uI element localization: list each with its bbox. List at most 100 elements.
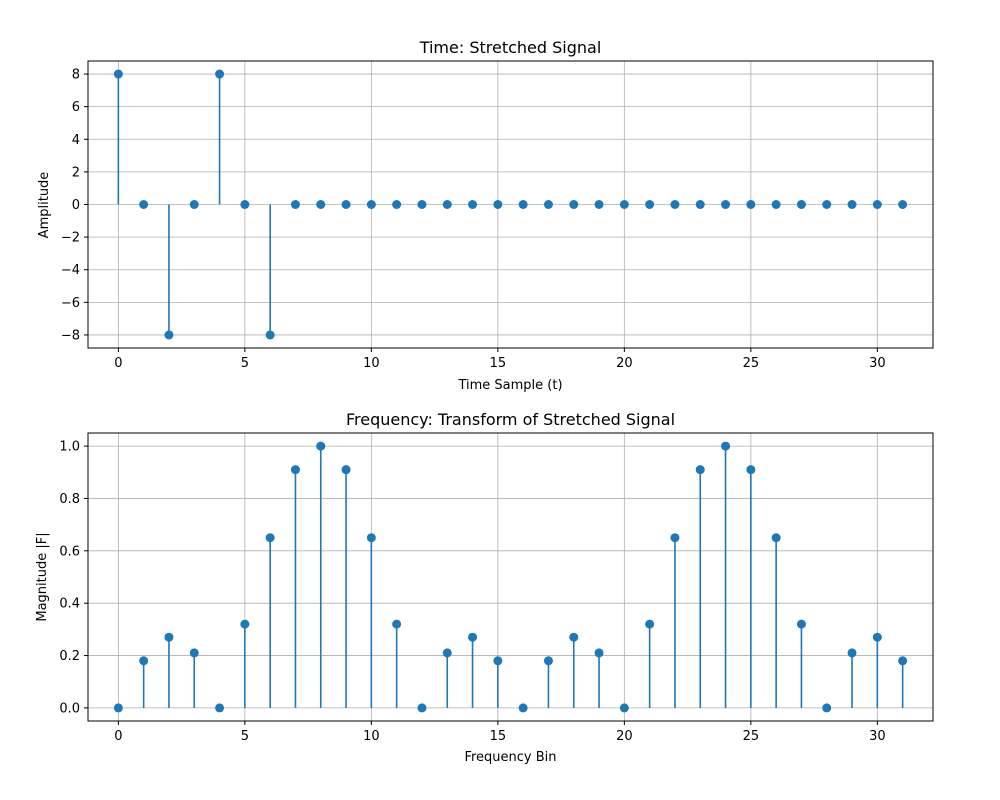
x-tick-label: 15 bbox=[490, 356, 507, 371]
stem-marker bbox=[898, 200, 908, 209]
stem-marker bbox=[746, 465, 756, 475]
stem-marker bbox=[265, 533, 275, 543]
stem-marker bbox=[518, 200, 528, 209]
stem-marker bbox=[341, 465, 351, 475]
x-tick-label: 25 bbox=[743, 729, 760, 744]
x-tick-label: 25 bbox=[743, 356, 760, 371]
y-axis-label: Magnitude |F| bbox=[35, 532, 50, 621]
y-tick-label: −8 bbox=[61, 328, 80, 343]
stem-marker bbox=[695, 465, 705, 475]
stem-marker bbox=[543, 656, 553, 666]
y-axis-label: Amplitude bbox=[37, 172, 52, 239]
stem-marker bbox=[215, 703, 225, 713]
stem-marker bbox=[240, 619, 250, 629]
stem-marker bbox=[468, 200, 478, 209]
stem-marker bbox=[139, 656, 149, 666]
y-tick-label: 0 bbox=[72, 198, 80, 213]
stem-marker bbox=[290, 465, 300, 475]
stem-marker bbox=[898, 656, 908, 666]
x-axis-label: Time Sample (t) bbox=[457, 378, 562, 393]
y-tick-label: 4 bbox=[72, 133, 80, 148]
stem-marker bbox=[721, 441, 731, 451]
stem-marker bbox=[341, 200, 351, 209]
stem-marker bbox=[366, 533, 376, 543]
x-tick-label: 10 bbox=[363, 356, 380, 371]
stem-marker bbox=[569, 632, 579, 642]
x-tick-label: 30 bbox=[869, 356, 886, 371]
chart-title: Time: Stretched Signal bbox=[419, 38, 602, 57]
y-tick-label: 0.0 bbox=[59, 701, 80, 716]
stem-marker bbox=[189, 648, 199, 658]
x-tick-label: 15 bbox=[490, 729, 507, 744]
y-tick-label: 1.0 bbox=[59, 440, 80, 455]
stem-marker bbox=[139, 200, 149, 209]
stem-marker bbox=[619, 200, 629, 209]
stem-marker bbox=[847, 200, 857, 209]
stem-marker bbox=[670, 533, 680, 543]
y-tick-label: 0.2 bbox=[59, 649, 80, 664]
y-tick-label: 0.6 bbox=[59, 544, 80, 559]
frequency-plot: Frequency: Transform of Stretched Signal… bbox=[35, 410, 934, 765]
stem-marker bbox=[113, 703, 123, 713]
x-tick-label: 20 bbox=[616, 356, 633, 371]
stem-marker bbox=[316, 200, 326, 209]
y-tick-label: 2 bbox=[72, 165, 80, 180]
plot-frame bbox=[87, 60, 934, 349]
stem-marker bbox=[265, 330, 275, 340]
stem-marker bbox=[493, 656, 503, 666]
stem-marker bbox=[392, 200, 402, 209]
y-tick-label: 0.4 bbox=[59, 597, 80, 612]
y-tick-label: −6 bbox=[61, 296, 80, 311]
stem-marker bbox=[417, 200, 427, 209]
stem-marker bbox=[290, 200, 300, 209]
x-tick-label: 5 bbox=[241, 729, 249, 744]
y-tick-label: 0.8 bbox=[59, 492, 80, 507]
stem-marker bbox=[594, 200, 604, 209]
y-tick-label: −2 bbox=[61, 231, 80, 246]
stem-marker bbox=[442, 648, 452, 658]
stem-marker bbox=[822, 200, 832, 209]
stem-marker bbox=[518, 703, 528, 713]
stem-marker bbox=[822, 703, 832, 713]
stem-marker bbox=[771, 533, 781, 543]
stem-marker bbox=[872, 632, 882, 642]
x-tick-label: 5 bbox=[241, 356, 249, 371]
time-plot: Time: Stretched Signal Time Sample (t) A… bbox=[37, 38, 934, 393]
y-tick-label: 6 bbox=[72, 100, 80, 115]
plot-frame bbox=[87, 432, 934, 722]
stem-marker bbox=[721, 200, 731, 209]
stem-marker bbox=[240, 200, 250, 209]
chart-title: Frequency: Transform of Stretched Signal bbox=[346, 410, 675, 429]
stem-marker bbox=[442, 200, 452, 209]
stem-marker bbox=[215, 69, 225, 79]
y-tick-label: −4 bbox=[61, 263, 80, 278]
stem-marker bbox=[695, 200, 705, 209]
stem-marker bbox=[164, 330, 174, 340]
stem-marker bbox=[619, 703, 629, 713]
stem-marker bbox=[569, 200, 579, 209]
stem-marker bbox=[189, 200, 199, 209]
x-axis-label: Frequency Bin bbox=[464, 750, 556, 765]
stem-marker bbox=[543, 200, 553, 209]
stem-marker bbox=[417, 703, 427, 713]
stem-marker bbox=[366, 200, 376, 209]
stem-marker bbox=[872, 200, 882, 209]
stem-marker bbox=[468, 632, 478, 642]
stem-marker bbox=[645, 619, 655, 629]
stem-marker bbox=[113, 69, 123, 79]
x-tick-label: 0 bbox=[114, 356, 122, 371]
x-tick-label: 30 bbox=[869, 729, 886, 744]
stem-marker bbox=[670, 200, 680, 209]
x-tick-label: 10 bbox=[363, 729, 380, 744]
stem-marker bbox=[493, 200, 503, 209]
x-tick-label: 0 bbox=[114, 729, 122, 744]
x-tick-label: 20 bbox=[616, 729, 633, 744]
stem-marker bbox=[594, 648, 604, 658]
y-tick-label: 8 bbox=[72, 68, 80, 83]
stem-marker bbox=[796, 200, 806, 209]
stem-marker bbox=[164, 632, 174, 642]
stem-marker bbox=[746, 200, 756, 209]
stem-marker bbox=[392, 619, 402, 629]
stem-marker bbox=[316, 441, 326, 451]
